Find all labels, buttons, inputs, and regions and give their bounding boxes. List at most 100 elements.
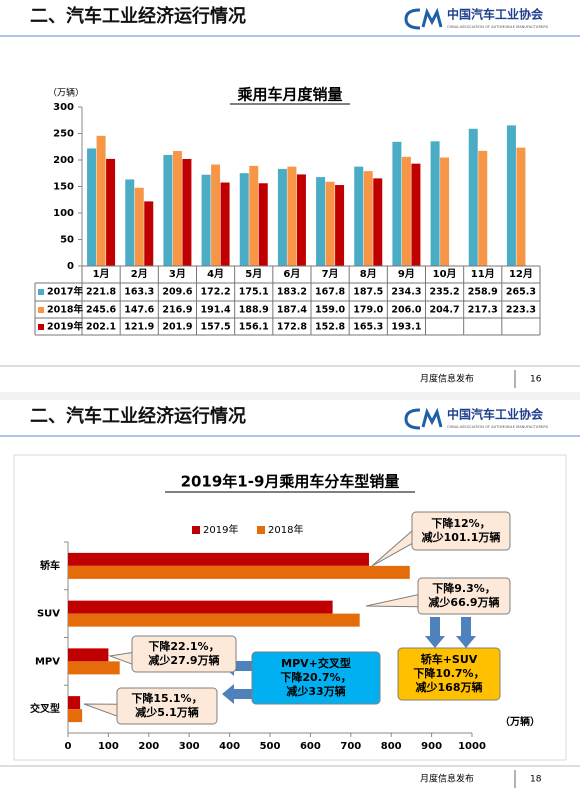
bar [134, 187, 144, 266]
table-cell: 147.6 [124, 305, 154, 316]
table-cell: 235.2 [430, 287, 460, 298]
x-tick-label: 800 [381, 741, 402, 752]
bar [172, 151, 182, 266]
table-cell: 191.4 [201, 305, 231, 316]
table-cell: 221.8 [86, 287, 116, 298]
table-cell: 175.1 [239, 287, 269, 298]
legend-label: 2018年 [47, 304, 83, 316]
x-tick-label: 900 [421, 741, 442, 752]
bar [68, 661, 120, 675]
callout-box [116, 687, 218, 725]
bar [316, 177, 326, 266]
y-tick-label: MPV [35, 656, 60, 667]
bar [277, 168, 287, 266]
legend-swatch [192, 526, 200, 534]
table-cell: 265.3 [506, 287, 536, 298]
x-tick-label: 2月 [131, 268, 148, 280]
bar [68, 696, 81, 710]
logo-subtext: CHINA ASSOCIATION OF AUTOMOBILE MANUFACT… [447, 425, 549, 429]
bar [163, 154, 173, 266]
x-tick-label: 12月 [509, 268, 533, 280]
y-tick-label: 200 [53, 155, 74, 166]
arrow [222, 684, 252, 704]
table-cell: 167.8 [315, 287, 345, 298]
bar [258, 183, 268, 266]
annotation: 轿车+SUV [421, 652, 478, 666]
bar [478, 150, 488, 266]
logo-text: 中国汽车工业协会 [447, 7, 544, 22]
legend-swatch [257, 526, 265, 534]
x-tick-label: 5月 [245, 268, 262, 280]
table-cell: 216.9 [162, 305, 192, 316]
x-axis-label: （万辆） [500, 715, 540, 728]
x-tick-label: 700 [340, 741, 361, 752]
table-cell: 202.1 [86, 322, 116, 333]
table-cell: 159.0 [315, 305, 345, 316]
y-tick-label: 50 [60, 235, 74, 246]
bar [373, 178, 383, 266]
table-cell: 234.3 [391, 287, 421, 298]
x-tick-label: 200 [138, 741, 159, 752]
bar [325, 181, 335, 266]
x-tick-label: 0 [65, 741, 72, 752]
table-cell: 172.2 [201, 287, 231, 298]
legend-label: 2019年 [47, 321, 83, 333]
y-tick-label: 轿车 [40, 559, 60, 572]
table-cell: 179.0 [353, 305, 383, 316]
table-cell: 223.3 [506, 305, 536, 316]
arrow [425, 617, 445, 648]
callout-box [397, 647, 501, 701]
callout-box [131, 635, 237, 673]
bar [440, 157, 450, 266]
y-tick-label: 交叉型 [30, 702, 60, 715]
bar [430, 141, 440, 266]
bar [239, 173, 249, 266]
annotation: 减少168万辆 [416, 680, 483, 694]
bar [335, 185, 345, 266]
table-cell: 156.1 [239, 322, 269, 333]
chart-title: 乘用车月度销量 [236, 86, 342, 104]
y-tick-label: 100 [53, 208, 74, 219]
logo-text: 中国汽车工业协会 [447, 407, 544, 422]
bar [68, 613, 360, 627]
annotation: 减少33万辆 [286, 684, 345, 698]
x-tick-label: 8月 [360, 268, 377, 280]
table-cell: 188.9 [239, 305, 269, 316]
bar [68, 552, 369, 566]
table-cell: 217.3 [468, 305, 498, 316]
legend-label: 2017年 [47, 286, 83, 298]
table-cell: 121.9 [124, 322, 154, 333]
annotation: 下降22.1%， [148, 639, 219, 653]
x-tick-label: 9月 [398, 268, 415, 280]
table-cell: 209.6 [162, 287, 192, 298]
annotation: 减少101.1万辆 [422, 530, 501, 544]
table-cell: 206.0 [391, 305, 421, 316]
bar [363, 171, 373, 266]
bar [392, 141, 402, 266]
table-cell: 157.5 [201, 322, 231, 333]
slide-title: 二、汽车工业经济运行情况 [30, 5, 246, 27]
table-cell: 152.8 [315, 322, 345, 333]
table-cell: 201.9 [162, 322, 192, 333]
x-tick-label: 500 [260, 741, 281, 752]
x-tick-label: 10月 [433, 268, 457, 280]
table-cell: 187.4 [277, 305, 307, 316]
bar [182, 158, 192, 266]
y-tick-label: 300 [53, 102, 74, 113]
bar [144, 201, 154, 266]
page-number: 16 [530, 375, 542, 385]
x-tick-label: 3月 [169, 268, 186, 280]
callout-box [251, 651, 381, 705]
table-cell: 193.1 [391, 322, 421, 333]
x-tick-label: 11月 [471, 268, 495, 280]
x-tick-label: 600 [300, 741, 321, 752]
logo-mark [404, 7, 443, 30]
slide-gap [0, 392, 580, 400]
chart-frame [13, 454, 567, 761]
table-cell: 163.3 [124, 287, 154, 298]
bar [220, 182, 230, 266]
x-tick-label: 6月 [283, 268, 300, 280]
bar [516, 147, 526, 266]
table-cell: 165.3 [353, 322, 383, 333]
x-tick-label: 4月 [207, 268, 224, 280]
